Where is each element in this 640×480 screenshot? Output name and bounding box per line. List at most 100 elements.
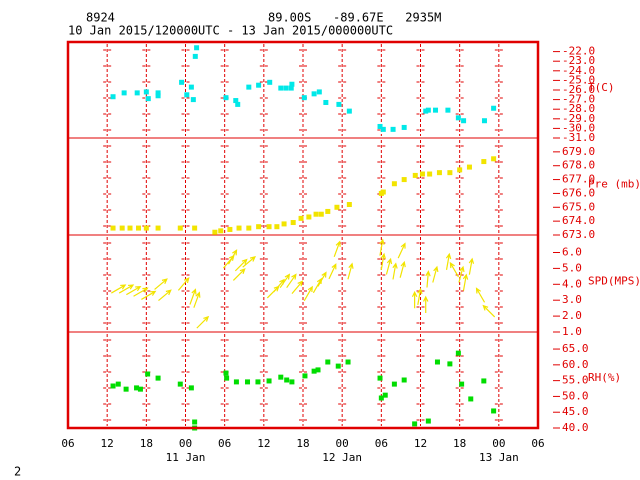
point bbox=[425, 107, 431, 113]
wind-arrow bbox=[425, 270, 431, 288]
point bbox=[233, 379, 239, 385]
point bbox=[192, 419, 198, 425]
point bbox=[377, 123, 383, 129]
x-tick-label: 18 bbox=[453, 437, 466, 450]
point bbox=[266, 224, 272, 230]
y-tick-label: 1.0 bbox=[562, 325, 582, 338]
grid-line bbox=[299, 334, 307, 426]
point bbox=[212, 229, 218, 235]
point bbox=[345, 359, 351, 365]
point bbox=[190, 97, 196, 103]
point bbox=[288, 85, 294, 91]
point bbox=[412, 421, 418, 427]
wind-arrow bbox=[392, 262, 398, 280]
point bbox=[283, 85, 289, 91]
wind-arrow bbox=[234, 258, 248, 272]
point bbox=[325, 359, 331, 365]
grid-line bbox=[103, 140, 112, 233]
point bbox=[256, 82, 262, 88]
point bbox=[423, 108, 429, 114]
y-tick-label: -30.0 bbox=[562, 121, 595, 134]
point bbox=[137, 386, 143, 392]
point bbox=[455, 350, 461, 356]
wind-arrow bbox=[111, 284, 127, 294]
grid-line bbox=[494, 44, 503, 136]
wind-arrow bbox=[445, 252, 452, 271]
grid-line bbox=[416, 44, 425, 136]
point bbox=[315, 367, 321, 373]
wind-arrow bbox=[118, 284, 135, 294]
wind-arrow bbox=[482, 304, 496, 318]
y-tick-label: -24.0 bbox=[562, 64, 595, 77]
y-tick-label: 60.0 bbox=[562, 358, 589, 371]
point bbox=[491, 156, 497, 162]
point bbox=[455, 115, 461, 121]
point bbox=[188, 385, 194, 391]
point bbox=[155, 93, 161, 99]
y-tick-label: 3.0 bbox=[562, 293, 582, 306]
point bbox=[246, 84, 252, 90]
wind-arrow bbox=[397, 242, 406, 259]
wind-arrow bbox=[158, 289, 172, 302]
y-tick-label: 4.0 bbox=[562, 277, 582, 290]
wind-arrow bbox=[347, 262, 354, 280]
wind-arrow bbox=[196, 315, 210, 329]
wind-arrow bbox=[399, 260, 406, 278]
y-tick-label: 678.0 bbox=[562, 159, 595, 172]
point bbox=[457, 167, 463, 173]
x-tick-label: 00 bbox=[336, 437, 349, 450]
point bbox=[233, 98, 239, 104]
point bbox=[256, 224, 262, 230]
wind-arrow bbox=[232, 268, 246, 281]
wind-arrow bbox=[468, 257, 475, 275]
point bbox=[401, 124, 407, 130]
grid-line bbox=[377, 237, 386, 330]
wind-arrow bbox=[126, 285, 142, 296]
point bbox=[278, 374, 284, 380]
point bbox=[115, 381, 121, 387]
wind-arrow bbox=[411, 290, 418, 309]
point bbox=[436, 170, 442, 176]
point bbox=[155, 90, 161, 96]
point bbox=[325, 208, 331, 214]
x-tick-label: 12 bbox=[414, 437, 427, 450]
point bbox=[311, 91, 317, 97]
point bbox=[127, 225, 133, 231]
grid-line bbox=[220, 237, 229, 330]
grid-line bbox=[299, 44, 307, 136]
point bbox=[390, 126, 396, 132]
point bbox=[267, 79, 273, 85]
page-number: 2 bbox=[14, 465, 21, 479]
grid-line bbox=[259, 140, 268, 233]
point bbox=[318, 211, 324, 217]
plot-frame bbox=[66, 40, 540, 430]
station-id: 8924 bbox=[86, 11, 115, 25]
y-tick-label: 676.0 bbox=[562, 186, 595, 199]
point bbox=[298, 215, 304, 221]
point bbox=[391, 381, 397, 387]
point bbox=[401, 377, 407, 383]
grid-line bbox=[142, 140, 151, 233]
point bbox=[401, 177, 407, 183]
y-tick-label: -22.0 bbox=[562, 45, 595, 58]
point bbox=[218, 228, 224, 234]
wind-arrow bbox=[462, 273, 469, 291]
point bbox=[192, 53, 198, 59]
point bbox=[391, 181, 397, 187]
grid-line bbox=[259, 237, 268, 330]
day-label: 12 Jan bbox=[322, 451, 362, 464]
point bbox=[179, 79, 185, 85]
wind-arrow bbox=[279, 273, 291, 289]
grid-line bbox=[338, 140, 347, 233]
x-tick-label: 12 bbox=[101, 437, 114, 450]
y-tick-label: 673.0 bbox=[562, 228, 595, 241]
point bbox=[425, 418, 431, 424]
y-axis-label: T(C) bbox=[588, 81, 615, 94]
grid-line bbox=[103, 44, 112, 136]
point bbox=[491, 105, 497, 111]
point bbox=[290, 220, 296, 226]
grid-line bbox=[416, 140, 425, 233]
grid-line bbox=[299, 237, 307, 330]
y-tick-label: 65.0 bbox=[562, 342, 589, 355]
wind-arrow bbox=[286, 273, 297, 289]
